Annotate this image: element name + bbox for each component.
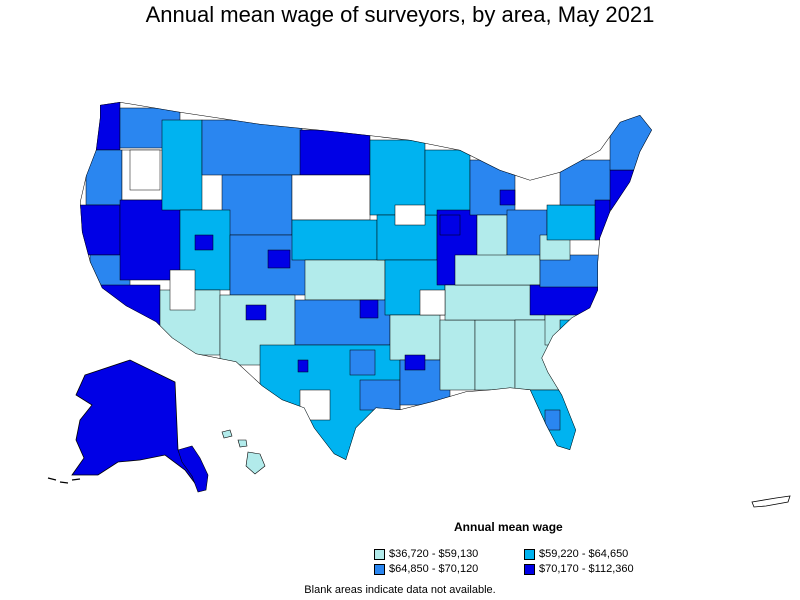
area-metro-chicago [439, 214, 461, 236]
hawaii-map [221, 429, 266, 475]
no-data-note: Blank areas indicate data not available. [304, 584, 496, 596]
area-new-england-south [609, 169, 651, 211]
area-alabama [474, 319, 516, 391]
area-puerto-rico [751, 495, 791, 508]
legend-label-2: $59,220 - $64,650 [539, 548, 629, 560]
area-idaho [161, 119, 203, 211]
legend-label-3: $64,850 - $70,120 [389, 563, 479, 575]
legend-label-4: $70,170 - $112,360 [539, 563, 634, 575]
area-nebraska [291, 219, 378, 261]
legend-swatch-3 [374, 563, 385, 575]
alaska-map [47, 359, 209, 493]
area-arkansas [389, 314, 441, 361]
area-tennessee [444, 284, 546, 321]
area-minnesota [369, 139, 426, 216]
area-mississippi [439, 319, 476, 391]
area-wyoming [221, 174, 293, 236]
area-oregon-west [85, 149, 123, 206]
area-montana [201, 119, 303, 176]
legend-item-1: $36,720 - $59,130 [374, 548, 478, 560]
area-kansas [304, 259, 386, 301]
area-washington-coast [89, 102, 121, 151]
area-metro-dallas [349, 349, 376, 376]
area-new-england-north [609, 109, 652, 171]
area-michigan [469, 159, 516, 216]
area-metro-west-texas [297, 359, 309, 373]
area-metro-oklahoma-city [359, 299, 379, 319]
area-metro-detroit [499, 189, 516, 206]
area-no-data-nevada-north [129, 149, 161, 191]
area-texas-houston [359, 379, 401, 411]
area-metro-tampa [544, 409, 561, 431]
area-alaska [71, 359, 207, 491]
legend-item-4: $70,170 - $112,360 [524, 563, 634, 575]
map-title: Annual mean wage of surveyors, by area, … [145, 2, 655, 27]
area-metro-denver [267, 249, 291, 269]
area-hawaii-oahu [221, 429, 233, 439]
area-north-carolina [529, 284, 601, 316]
legend-item-2: $59,220 - $64,650 [524, 548, 628, 560]
legend-label-1: $36,720 - $59,130 [389, 548, 479, 560]
aleutian-islands [47, 477, 81, 484]
area-north-dakota [299, 129, 371, 176]
legend-item-3: $64,850 - $70,120 [374, 563, 478, 575]
contiguous-us-map [80, 102, 652, 460]
area-california-north [80, 204, 121, 256]
area-metro-salt-lake [194, 234, 214, 251]
area-nevada [119, 199, 181, 281]
area-alaska-panhandle [177, 445, 209, 493]
legend-swatch-4 [524, 563, 535, 575]
area-kentucky [454, 254, 541, 286]
area-new-jersey [594, 199, 611, 241]
legend-swatch-2 [524, 548, 535, 560]
area-no-data-missouri-south [419, 289, 446, 316]
area-metro-new-mexico-north [245, 304, 267, 321]
puerto-rico-map [751, 495, 791, 508]
area-no-data-utah-west [169, 269, 196, 311]
area-wisconsin [424, 149, 471, 216]
area-metro-baton-rouge [404, 354, 426, 371]
area-pennsylvania [546, 204, 598, 241]
area-hawaii-big-island [245, 451, 266, 475]
area-no-data-iowa-north [394, 204, 426, 226]
area-no-data-texas-west [299, 389, 331, 421]
area-south-dakota [291, 174, 371, 221]
area-hawaii-maui [237, 439, 248, 448]
legend-title: Annual mean wage [454, 520, 563, 534]
area-florida [499, 389, 581, 451]
legend-swatch-1 [374, 548, 385, 560]
